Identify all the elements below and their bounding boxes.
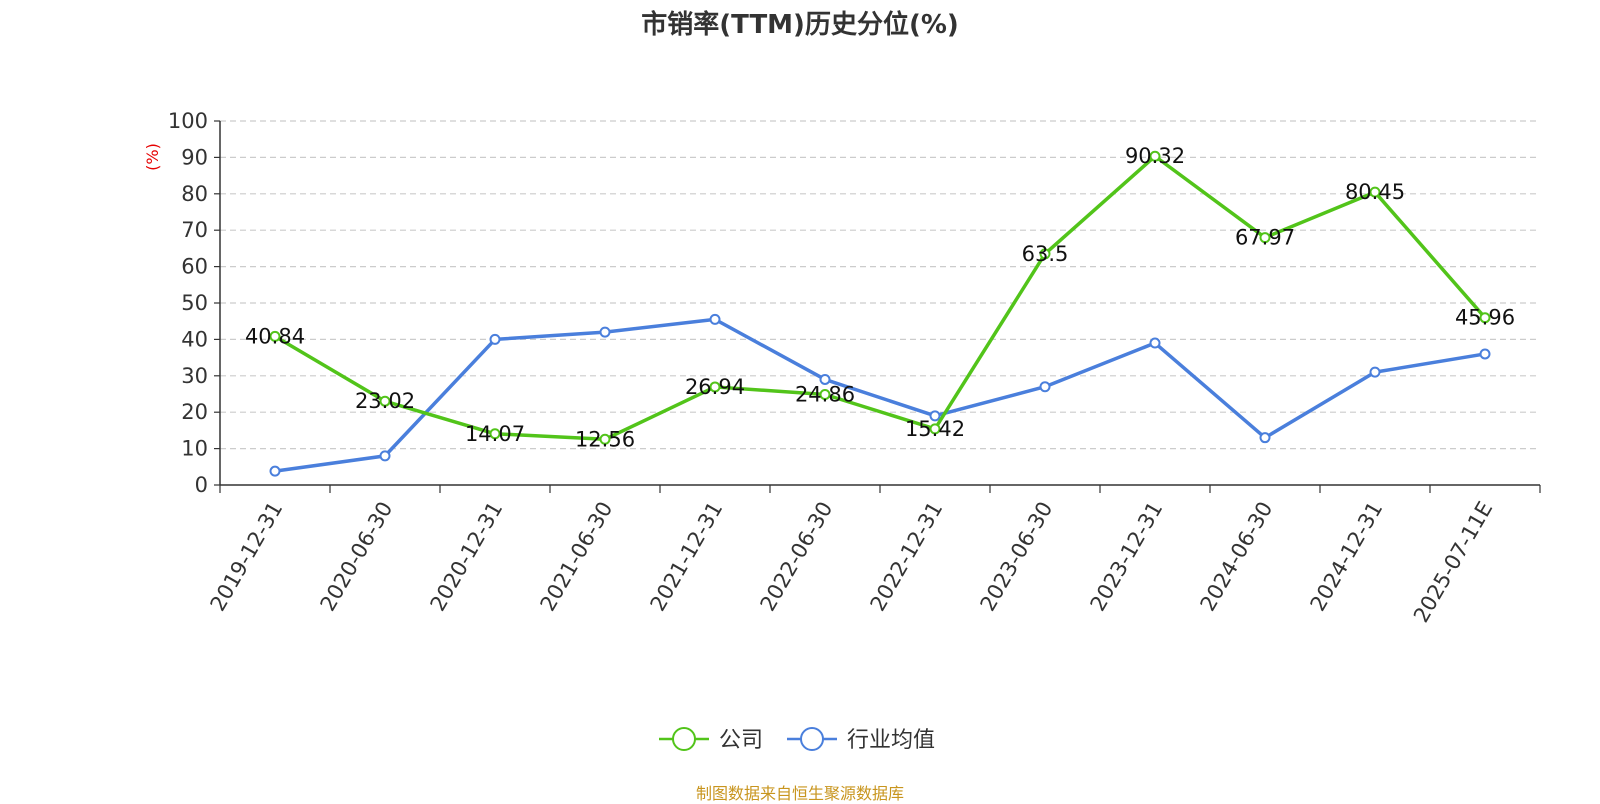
x-tick-label: 2023-06-30 [976,498,1058,616]
data-point [379,395,391,407]
data-point [819,389,831,401]
data-label: 63.5 [1022,242,1069,266]
series-line [273,317,1487,473]
data-point [1039,248,1051,260]
source-note: 制图数据来自恒生聚源数据库 [695,784,904,803]
legend-marker-icon [800,727,824,751]
x-tick-label: 2019-12-31 [206,498,288,616]
legend-item[interactable]: 行业均值 [787,727,935,753]
x-tick-label: 2024-12-31 [1306,498,1388,616]
data-point [599,433,611,445]
y-tick-label: 40 [181,327,208,351]
x-tick-label: 2020-06-30 [316,498,398,616]
legend[interactable]: 公司 行业均值 [659,727,935,753]
data-point [929,410,941,422]
y-tick-label: 20 [181,400,208,424]
x-tick-label: 2021-12-31 [646,498,728,616]
y-axis-label: (%) [143,143,162,171]
data-point [1479,348,1491,360]
data-point [1039,381,1051,393]
data-point [1259,232,1271,244]
data-label: 67.97 [1235,226,1295,250]
legend-marker-icon [672,727,696,751]
chart-title: 市销率(TTM)历史分位(%) [641,10,959,40]
x-tick-label: 2022-06-30 [756,498,838,616]
x-tick-label: 2025-07-11E [1409,498,1497,627]
data-label: 90.32 [1125,144,1185,168]
x-tick-label: 2020-12-31 [426,498,508,616]
data-point [1479,312,1491,324]
data-label: 24.86 [795,383,855,407]
data-label: 26.94 [685,375,745,399]
data-point [379,450,391,462]
data-point [1149,150,1161,162]
axes: 0 10 20 30 40 50 60 70 80 90 100 2019-12-31 2020-06-… [168,109,1541,627]
y-tick-label: 0 [195,473,208,497]
data-point [599,326,611,338]
data-point [1369,366,1381,378]
y-tick-label: 90 [181,145,208,169]
y-tick-label: 60 [181,255,208,279]
data-point [929,423,941,435]
data-label: 14.07 [465,422,525,446]
series [269,150,1491,477]
data-point [819,373,831,385]
data-label: 12.56 [575,427,635,451]
data-labels: 40.84 23.02 14.07 12.56 26.94 24.86 15.42 63.5 9… [245,144,1515,451]
data-point [709,381,721,393]
data-point [489,333,501,345]
y-tick-label: 10 [181,437,208,461]
data-label: 40.84 [245,324,305,348]
y-tick-label: 100 [168,109,208,133]
x-tick-label: 2021-06-30 [536,498,618,616]
data-point [1259,432,1271,444]
y-tick-label: 70 [181,218,208,242]
data-point [489,428,501,440]
x-tick-label: 2023-12-31 [1086,498,1168,616]
legend-item[interactable]: 公司 [659,727,763,753]
x-tick-label: 2022-12-31 [866,498,948,616]
legend-label: 公司 [719,728,763,753]
data-label: 80.45 [1345,180,1405,204]
data-point [269,465,281,477]
data-point [269,330,281,342]
data-label: 45.96 [1455,306,1515,330]
x-tick-label: 2024-06-30 [1196,498,1278,616]
data-label: 23.02 [355,389,415,413]
y-tick-label: 50 [181,291,208,315]
series-line [273,154,1487,442]
data-point [1369,186,1381,198]
legend-label: 行业均值 [847,728,935,753]
data-label: 15.42 [905,417,965,441]
y-tick-label: 30 [181,364,208,388]
data-point [1149,337,1161,349]
data-point [709,313,721,325]
y-tick-label: 80 [181,182,208,206]
